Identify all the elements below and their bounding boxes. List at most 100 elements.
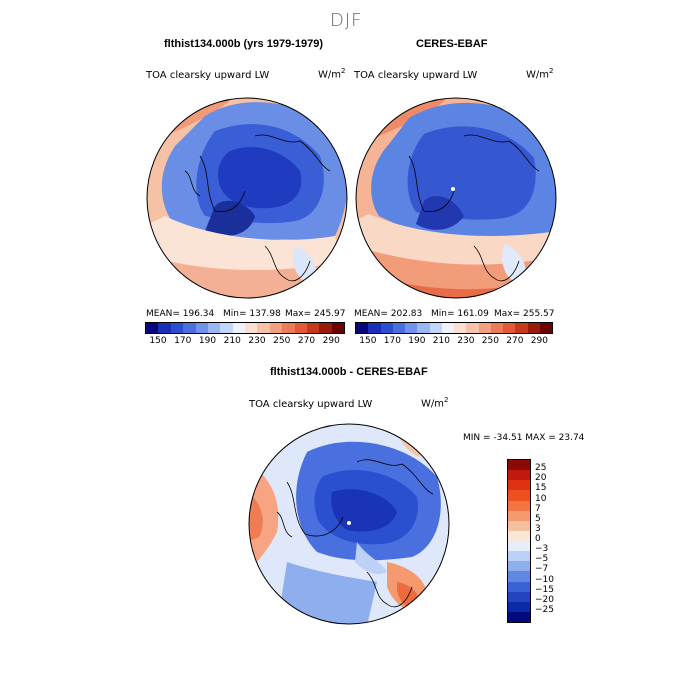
colorbar-tick-label: 250 bbox=[481, 336, 499, 346]
diff-colorbar-swatch bbox=[508, 611, 530, 622]
diff-colorbar-swatch bbox=[508, 490, 530, 501]
colorbar-tick-label: 250 bbox=[273, 336, 291, 346]
colorbar-swatch bbox=[306, 323, 320, 333]
colorbar-swatch bbox=[319, 323, 332, 333]
diff-colorbar-label: 5 bbox=[535, 513, 541, 524]
diff-colorbar-swatch bbox=[508, 500, 530, 511]
colorbar-swatch bbox=[207, 323, 221, 333]
diff-colorbar-label: −20 bbox=[535, 594, 554, 605]
colorbar-swatch bbox=[490, 323, 503, 333]
colorbar-swatch bbox=[454, 323, 467, 333]
diff-colorbar-label: −25 bbox=[535, 604, 554, 615]
colorbar-swatch bbox=[503, 323, 516, 333]
diff-units-label: W/m2 bbox=[421, 396, 448, 409]
diff-colorbar-swatch bbox=[508, 520, 530, 531]
right-panel-header: CERES-EBAF bbox=[416, 38, 488, 50]
colorbar-tick-label: 230 bbox=[457, 336, 475, 346]
colorbar-tick-label: 210 bbox=[432, 336, 450, 346]
colorbar-tick-label: 150 bbox=[359, 336, 377, 346]
right-units-text: W/m bbox=[526, 69, 549, 81]
colorbar-swatch bbox=[515, 323, 528, 333]
colorbar-swatch bbox=[269, 323, 283, 333]
colorbar-tick-label: 270 bbox=[506, 336, 524, 346]
colorbar-swatch bbox=[392, 323, 405, 333]
diff-colorbar-label: −10 bbox=[535, 574, 554, 585]
colorbar-tick-label: 210 bbox=[223, 336, 241, 346]
colorbar-swatch bbox=[220, 323, 233, 333]
left-max-stat: Max= 245.97 bbox=[285, 309, 346, 319]
colorbar-tick-label: 290 bbox=[322, 336, 340, 346]
diff-colorbar-label: 15 bbox=[535, 483, 547, 494]
colorbar-tick-label: 190 bbox=[198, 336, 217, 346]
diff-panel-header: flthist134.000b - CERES-EBAF bbox=[270, 366, 428, 378]
diff-colorbar-label: 0 bbox=[535, 534, 541, 544]
colorbar-tick-label: 270 bbox=[297, 336, 316, 346]
left-panel-header: flthist134.000b (yrs 1979-1979) bbox=[164, 38, 323, 50]
colorbar-swatch bbox=[380, 323, 393, 333]
colorbar-swatch bbox=[527, 323, 540, 333]
colorbar-swatch bbox=[441, 323, 454, 333]
colorbar-swatch bbox=[282, 323, 295, 333]
diff-colorbar-swatch bbox=[508, 551, 530, 562]
diff-colorbar-label: −5 bbox=[535, 554, 549, 565]
left-colorbar bbox=[145, 322, 345, 334]
colorbar-swatch bbox=[539, 323, 552, 333]
colorbar-swatch bbox=[368, 323, 381, 333]
colorbar-swatch bbox=[294, 323, 307, 333]
diff-polar-map bbox=[248, 423, 450, 625]
page-title: DJF bbox=[330, 10, 363, 31]
colorbar-swatch bbox=[429, 323, 442, 333]
diff-variable-label: TOA clearsky upward LW bbox=[249, 399, 373, 410]
diff-colorbar-label: −7 bbox=[535, 564, 549, 575]
diff-colorbar-swatch bbox=[508, 470, 530, 481]
right-units-label: W/m2 bbox=[526, 67, 553, 80]
colorbar-tick-label: 170 bbox=[383, 336, 401, 346]
diff-colorbar bbox=[507, 459, 531, 623]
colorbar-swatch bbox=[405, 323, 418, 333]
diff-colorbar-swatch bbox=[508, 561, 530, 572]
colorbar-swatch bbox=[257, 323, 270, 333]
diff-colorbar-label: 25 bbox=[535, 463, 547, 474]
colorbar-tick-label: 290 bbox=[530, 336, 548, 346]
colorbar-tick-label: 150 bbox=[149, 336, 167, 346]
diff-colorbar-swatch bbox=[508, 571, 530, 582]
colorbar-swatch bbox=[158, 323, 171, 333]
colorbar-swatch bbox=[146, 323, 159, 333]
colorbar-tick-label: 170 bbox=[174, 336, 192, 346]
colorbar-swatch bbox=[245, 323, 258, 333]
diff-colorbar-swatch bbox=[508, 591, 530, 602]
colorbar-swatch bbox=[183, 323, 196, 333]
diff-colorbar-swatch bbox=[508, 581, 530, 592]
right-variable-label: TOA clearsky upward LW bbox=[354, 70, 478, 81]
right-polar-map bbox=[355, 97, 557, 299]
diff-colorbar-label: 20 bbox=[535, 473, 547, 484]
right-min-stat: Min= 161.09 bbox=[431, 309, 489, 319]
right-mean-stat: MEAN= 202.83 bbox=[354, 309, 423, 319]
diff-colorbar-swatch bbox=[508, 601, 530, 612]
colorbar-swatch bbox=[232, 323, 245, 333]
colorbar-swatch bbox=[417, 323, 430, 333]
right-max-stat: Max= 255.57 bbox=[494, 309, 555, 319]
colorbar-swatch bbox=[331, 323, 344, 333]
left-min-stat: Min= 137.98 bbox=[223, 309, 281, 319]
diff-min-max: MIN = -34.51 MAX = 23.74 bbox=[463, 433, 585, 443]
colorbar-tick-label: 190 bbox=[408, 336, 426, 346]
diff-colorbar-label: 3 bbox=[535, 523, 541, 534]
left-units-label: W/m2 bbox=[318, 67, 345, 80]
diff-colorbar-swatch bbox=[508, 541, 530, 552]
diff-units-exp: 2 bbox=[444, 396, 449, 404]
diff-colorbar-swatch bbox=[508, 460, 530, 471]
left-variable-label: TOA clearsky upward LW bbox=[146, 70, 270, 81]
right-units-exp: 2 bbox=[549, 67, 554, 75]
colorbar-swatch bbox=[478, 323, 491, 333]
diff-colorbar-swatch bbox=[508, 510, 530, 521]
diff-colorbar-swatch bbox=[508, 530, 530, 541]
diff-colorbar-label: −3 bbox=[535, 544, 549, 555]
left-mean-stat: MEAN= 196.34 bbox=[146, 309, 215, 319]
colorbar-swatch bbox=[466, 323, 479, 333]
right-colorbar bbox=[355, 322, 553, 334]
colorbar-tick-label: 230 bbox=[248, 336, 266, 346]
diff-colorbar-swatch bbox=[508, 480, 530, 491]
colorbar-swatch bbox=[356, 323, 369, 333]
diff-colorbar-label: 7 bbox=[535, 503, 541, 514]
